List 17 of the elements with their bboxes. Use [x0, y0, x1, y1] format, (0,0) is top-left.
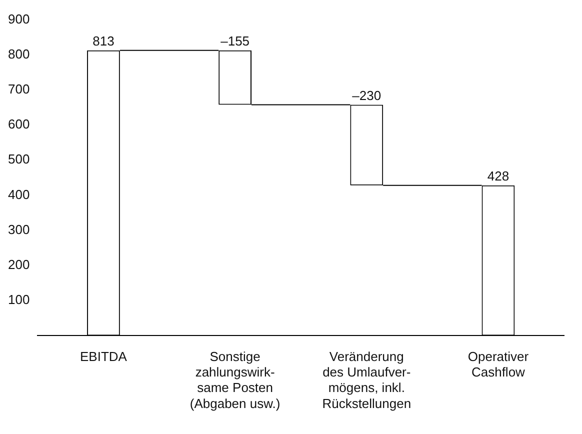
x-tick-label: EBITDA [80, 348, 128, 364]
y-tick-label: 900 [8, 11, 30, 26]
y-tick-label: 500 [8, 152, 30, 167]
data-label: 428 [487, 168, 510, 184]
y-tick-label: 700 [8, 82, 30, 97]
y-tick-label: 200 [8, 257, 30, 272]
data-label: –230 [352, 88, 382, 103]
data-label: 813 [92, 33, 114, 48]
y-tick-label: 800 [8, 46, 30, 62]
y-tick-label: 600 [8, 116, 30, 132]
x-tick-label: Operativer Cashflow [468, 348, 530, 380]
y-tick-label: 100 [8, 292, 30, 308]
data-label: –155 [220, 33, 250, 48]
y-tick-label: 300 [8, 222, 30, 237]
y-tick-label: 400 [8, 186, 30, 202]
x-tick-label: Veränderung des Umlaufver- mögens, inkl. Rückstellungen [322, 348, 412, 411]
x-tick-label: Sonstige zahlungswirk- same Posten (Abgaben usw.) [190, 348, 280, 411]
